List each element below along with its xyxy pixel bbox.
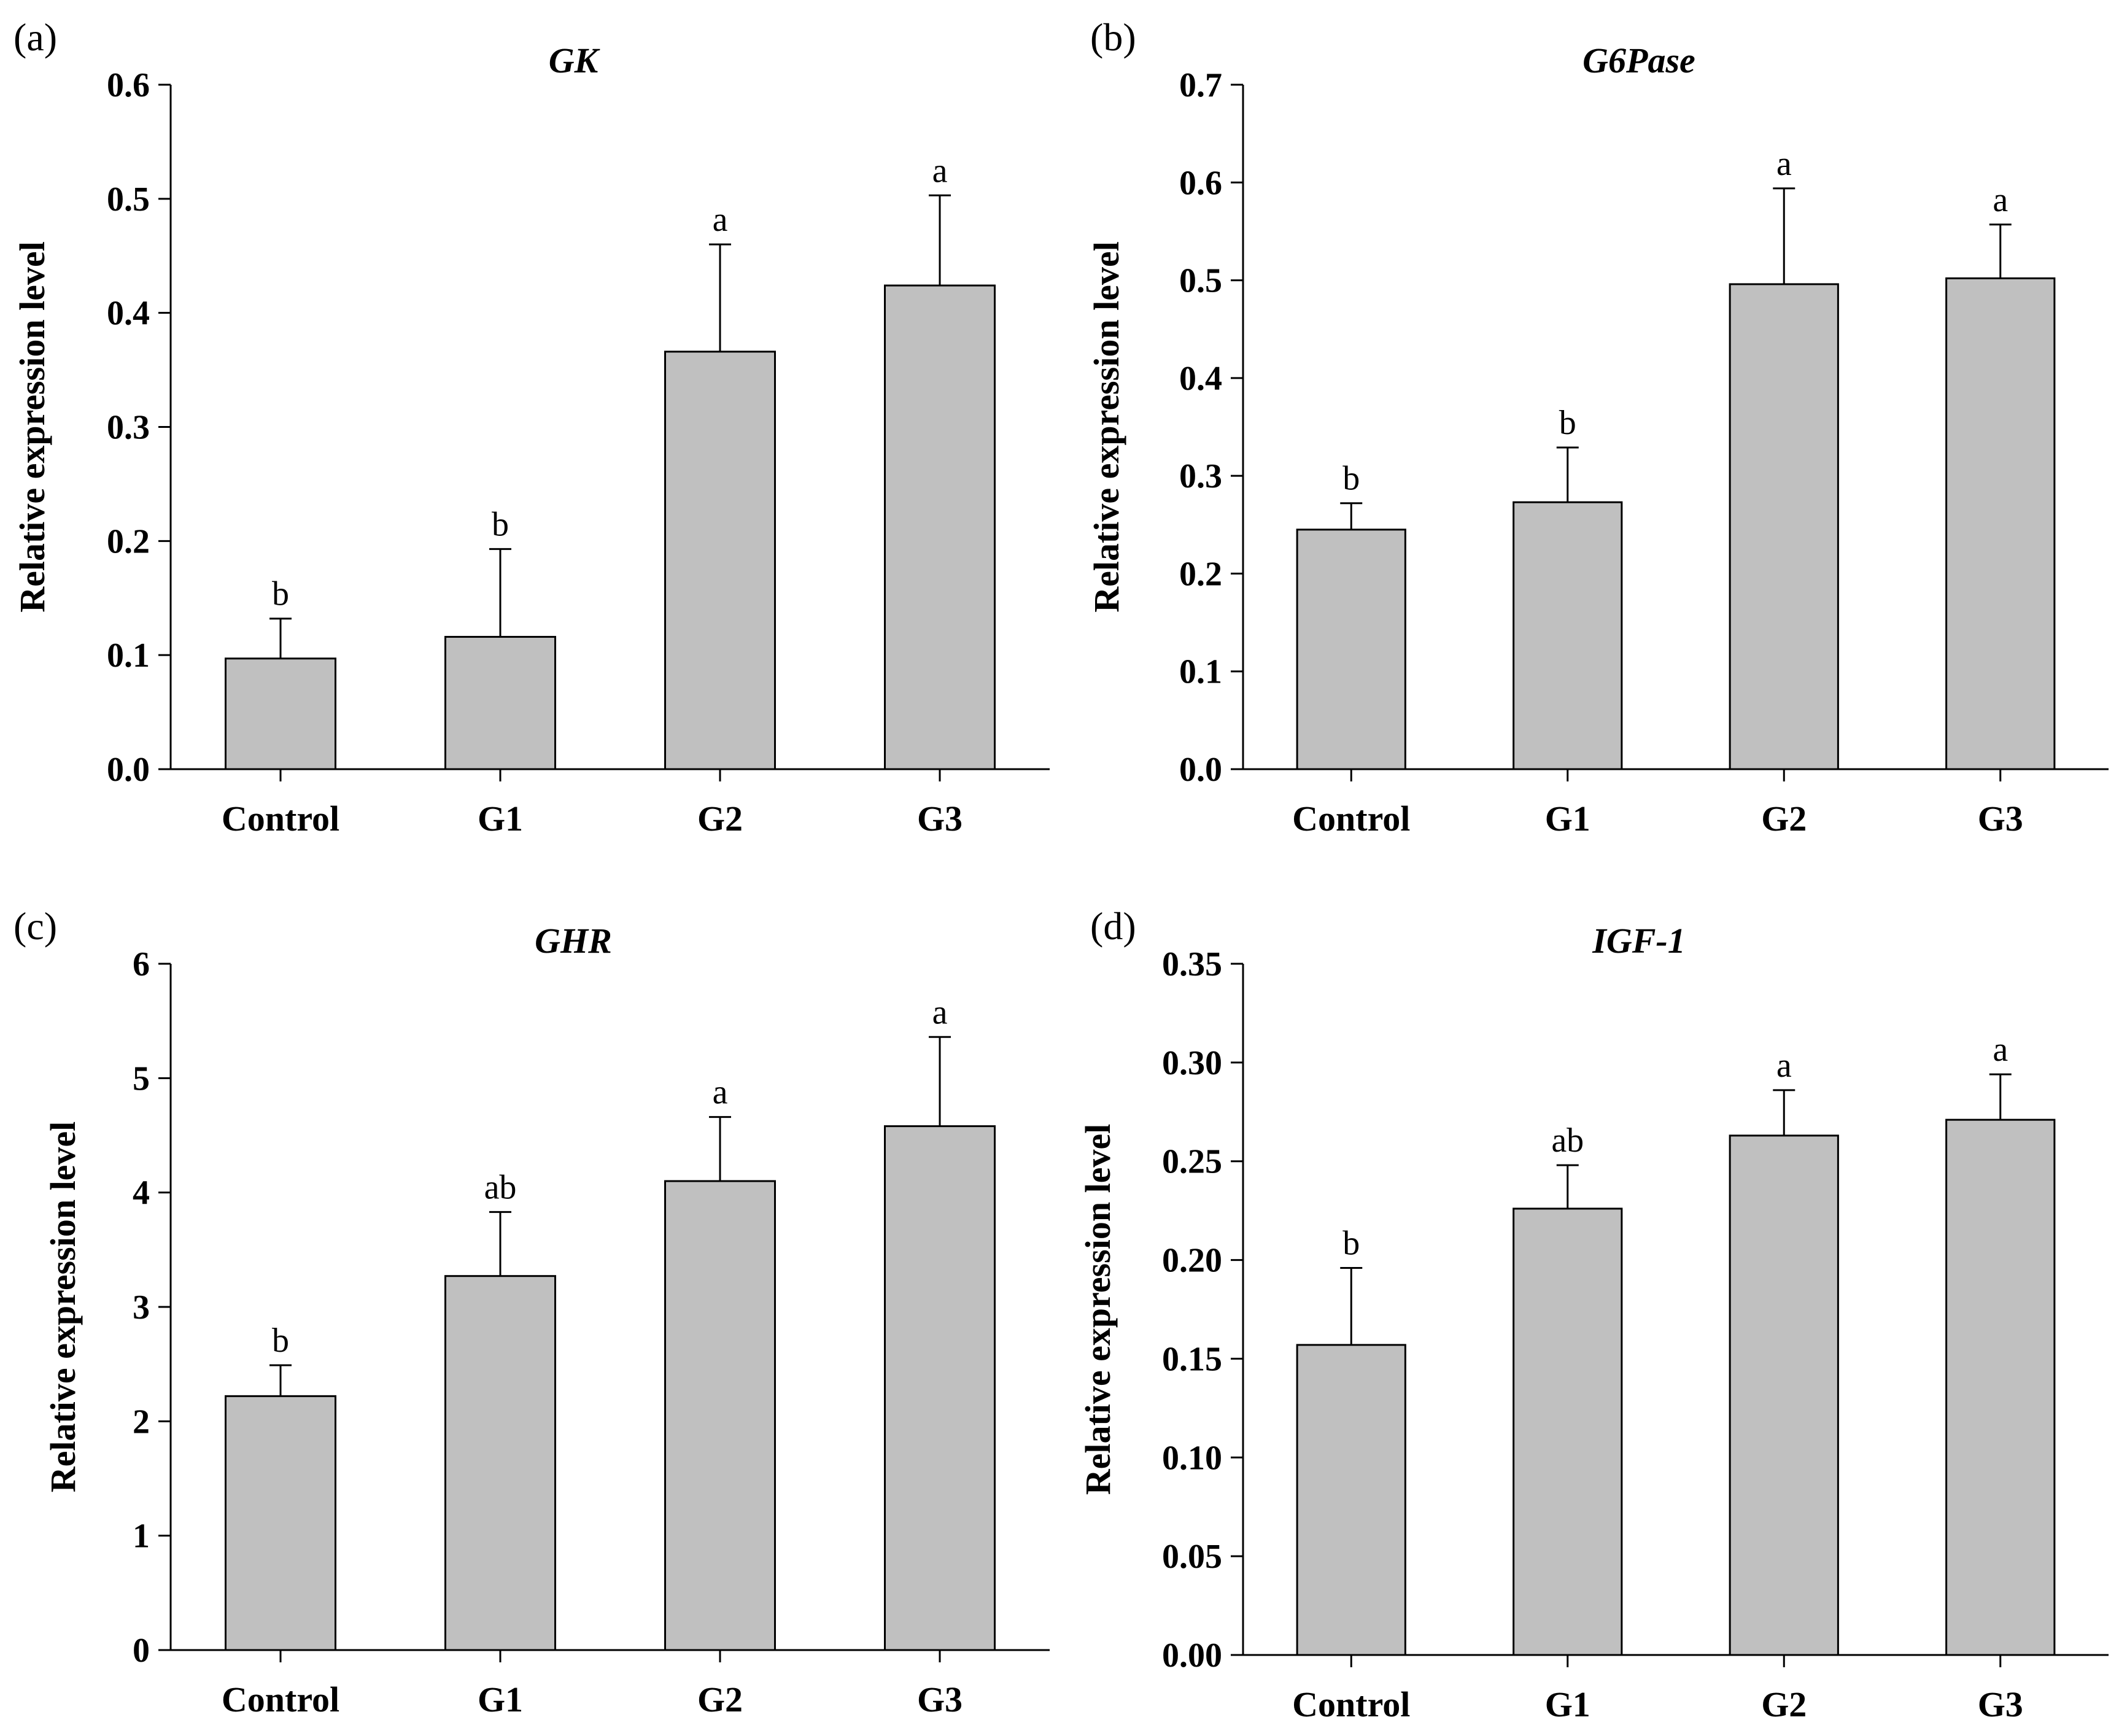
- y-tick-label: 4: [133, 1174, 150, 1212]
- y-tick-label: 0.35: [1162, 945, 1222, 983]
- x-tick-label: G3: [1978, 799, 2023, 839]
- y-axis-title: Relative expression level: [12, 241, 52, 613]
- x-tick-label: Control: [222, 799, 339, 839]
- x-tick-label: G1: [478, 1680, 523, 1719]
- y-tick-label: 0.3: [107, 409, 150, 447]
- chart-panel-2: (b) G6Pase Relative expression level 0.0 0.1…: [1087, 15, 2109, 839]
- significance-label: b: [1559, 404, 1576, 442]
- significance-label: a: [932, 152, 948, 190]
- y-tick-label: 0.2: [1179, 555, 1222, 593]
- y-tick-label: 5: [133, 1060, 150, 1098]
- y-tick-label: 0.15: [1162, 1340, 1222, 1378]
- bar-g3: [1945, 277, 2056, 770]
- y-tick-label: 0.7: [1179, 66, 1222, 104]
- bar-g2: [664, 351, 776, 770]
- bar-g2: [1729, 283, 1839, 770]
- y-tick-label: 0.1: [107, 637, 150, 675]
- significance-label: b: [492, 505, 509, 543]
- bar-g1: [1513, 1207, 1623, 1656]
- bar-control: [1296, 1344, 1406, 1656]
- x-tick-label: Control: [222, 1680, 339, 1719]
- y-tick-label: 0.6: [1179, 164, 1222, 202]
- bar-g3: [884, 284, 996, 770]
- x-tick-label: G1: [1545, 1684, 1590, 1724]
- significance-label: a: [1993, 1031, 2008, 1069]
- y-tick-label: 0.00: [1162, 1637, 1222, 1675]
- bar-g1: [1513, 501, 1623, 770]
- panel-label: (a): [14, 15, 57, 59]
- bar-control: [1296, 529, 1406, 770]
- y-tick-label: 0.0: [107, 751, 150, 789]
- significance-label: b: [1342, 1224, 1360, 1262]
- y-axis-title: Relative expression level: [1078, 1124, 1118, 1495]
- y-axis-title: Relative expression level: [1087, 241, 1126, 613]
- y-tick-label: 0.20: [1162, 1242, 1222, 1280]
- chart-panel-4: (d) IGF-1 Relative expression level 0.00 0.0…: [1078, 904, 2109, 1724]
- significance-label: a: [1993, 181, 2008, 219]
- chart-title: IGF-1: [1592, 921, 1685, 961]
- y-tick-label: 0.0: [1179, 751, 1222, 789]
- y-tick-label: 3: [133, 1288, 150, 1327]
- bar-g2: [664, 1180, 776, 1651]
- bar-g3: [1945, 1118, 2056, 1656]
- significance-label: a: [1776, 145, 1792, 183]
- y-tick-label: 0.4: [107, 295, 150, 333]
- y-tick-label: 0.5: [107, 180, 150, 219]
- y-tick-label: 0.1: [1179, 653, 1222, 691]
- x-tick-label: G3: [1978, 1684, 2023, 1724]
- y-tick-label: 2: [133, 1403, 150, 1441]
- x-tick-label: G1: [1545, 799, 1590, 839]
- significance-label: a: [1776, 1047, 1792, 1085]
- panel-label: (c): [14, 904, 57, 948]
- y-tick-label: 0.2: [107, 522, 150, 560]
- significance-label: b: [272, 1322, 289, 1360]
- bar-control: [225, 657, 336, 770]
- x-tick-label: Control: [1292, 1684, 1410, 1724]
- x-tick-label: G3: [917, 799, 963, 839]
- x-tick-label: G2: [1761, 1684, 1807, 1724]
- y-tick-label: 0.4: [1179, 360, 1222, 398]
- significance-label: b: [1342, 460, 1360, 498]
- bar-control: [225, 1395, 336, 1651]
- significance-label: a: [713, 1074, 728, 1112]
- significance-label: ab: [1551, 1122, 1584, 1160]
- chart-panel-3: (c) GHR Relative expression level 0 1 2 3 4 5 6 b C…: [14, 904, 1050, 1719]
- y-tick-label: 6: [133, 945, 150, 983]
- y-axis-title: Relative expression level: [43, 1122, 83, 1493]
- y-tick-label: 0.6: [107, 66, 150, 104]
- y-tick-label: 0.5: [1179, 262, 1222, 300]
- x-tick-label: G2: [697, 799, 743, 839]
- y-tick-label: 1: [133, 1517, 150, 1556]
- y-tick-label: 0.3: [1179, 457, 1222, 495]
- bar-g1: [444, 635, 556, 770]
- chart-title: GHR: [535, 921, 612, 961]
- x-tick-label: G3: [917, 1680, 963, 1719]
- y-tick-label: 0: [133, 1632, 150, 1670]
- x-tick-label: G1: [478, 799, 523, 839]
- bar-g3: [884, 1125, 996, 1651]
- chart-title: G6Pase: [1582, 41, 1695, 80]
- panel-label: (b): [1090, 15, 1136, 59]
- significance-label: b: [272, 575, 289, 613]
- panel-label: (d): [1090, 904, 1136, 948]
- y-tick-label: 0.25: [1162, 1143, 1222, 1181]
- significance-label: ab: [484, 1168, 517, 1206]
- significance-label: a: [713, 201, 728, 239]
- x-tick-label: Control: [1292, 799, 1410, 839]
- y-tick-label: 0.30: [1162, 1044, 1222, 1082]
- chart-title: GK: [549, 41, 600, 80]
- y-tick-label: 0.10: [1162, 1439, 1222, 1477]
- bar-g2: [1729, 1134, 1839, 1656]
- chart-panel-1: (a) GK Relative expression level 0.0 0.1 0.2 0…: [12, 15, 1050, 839]
- significance-label: a: [932, 993, 948, 1031]
- x-tick-label: G2: [697, 1680, 743, 1719]
- bar-g1: [444, 1275, 556, 1651]
- x-tick-label: G2: [1761, 799, 1807, 839]
- y-tick-label: 0.05: [1162, 1538, 1222, 1576]
